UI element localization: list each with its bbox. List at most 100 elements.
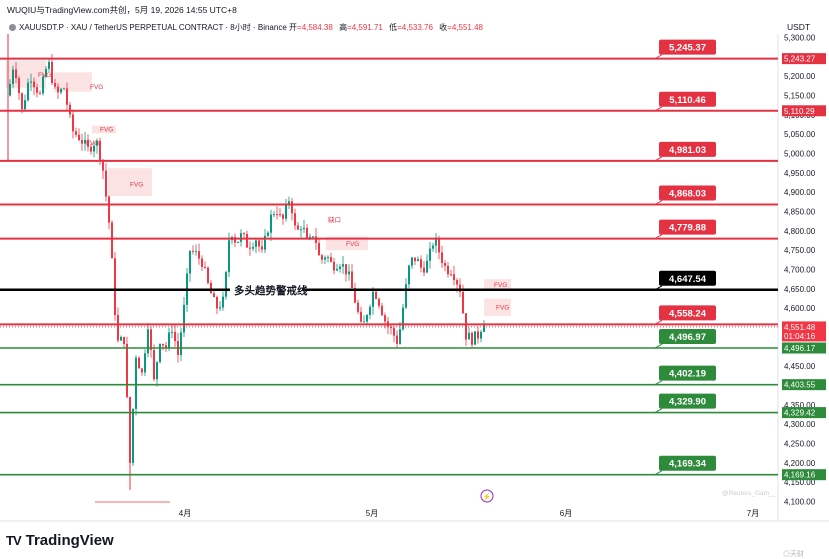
y-tick-label: 4,100.00 bbox=[784, 498, 816, 507]
tradingview-brand: TV TradingView bbox=[6, 528, 114, 552]
y-tick-label: 4,700.00 bbox=[784, 266, 816, 275]
candle-body bbox=[228, 240, 230, 273]
candle-body bbox=[174, 331, 176, 342]
candle-body bbox=[300, 229, 302, 231]
axis-price-tag-text: 4,329.42 bbox=[784, 409, 816, 418]
author-watermark: @Reuters_Gam__ bbox=[722, 490, 777, 497]
candle-body bbox=[312, 236, 314, 238]
candle-body bbox=[366, 314, 368, 322]
level-callout-pointer bbox=[654, 285, 663, 291]
key-line-label-bg bbox=[230, 282, 302, 296]
candle-body bbox=[435, 239, 437, 246]
candle-body bbox=[396, 335, 398, 344]
level-callout-pointer bbox=[654, 343, 663, 349]
level-price-text: 4,402.19 bbox=[669, 369, 706, 380]
key-line-label: 多头趋势警戒线 bbox=[234, 284, 308, 297]
candle-body bbox=[279, 214, 281, 216]
candle-body bbox=[297, 225, 299, 230]
level-callout-pointer bbox=[654, 200, 663, 205]
candle-body bbox=[165, 345, 167, 348]
level-callout-pointer bbox=[654, 408, 663, 414]
candle-body bbox=[429, 248, 431, 261]
level-callout-pointer bbox=[654, 380, 663, 386]
candle-body bbox=[87, 139, 89, 147]
candle-body bbox=[462, 291, 464, 314]
candle-body bbox=[72, 114, 74, 132]
candle-body bbox=[270, 214, 272, 233]
fvg-label: FVG bbox=[130, 181, 143, 188]
candle-body bbox=[99, 140, 101, 160]
candle-body bbox=[258, 240, 260, 247]
candles-group bbox=[9, 54, 485, 466]
candle-body bbox=[306, 227, 308, 239]
y-tick-label: 4,750.00 bbox=[784, 246, 816, 255]
candle-body bbox=[12, 69, 14, 85]
level-price-label bbox=[659, 91, 716, 107]
level-price-text: 4,496.97 bbox=[669, 332, 706, 343]
candle-body bbox=[363, 321, 365, 323]
candle-body bbox=[105, 170, 107, 197]
candle-body bbox=[354, 288, 356, 303]
candle-body bbox=[405, 284, 407, 308]
level-price-text: 4,558.24 bbox=[669, 308, 707, 319]
candle-body bbox=[441, 252, 443, 264]
axis-price-tag bbox=[782, 53, 826, 65]
ohlc-close-key: 收 bbox=[439, 23, 448, 32]
fvg-zone bbox=[92, 125, 116, 134]
candle-body bbox=[408, 265, 410, 285]
candle-body bbox=[474, 331, 476, 345]
candle-body bbox=[453, 274, 455, 281]
candle-body bbox=[294, 213, 296, 226]
status-dot-icon bbox=[9, 24, 16, 31]
y-tick-label: 5,000.00 bbox=[784, 150, 816, 159]
candle-body bbox=[189, 250, 191, 274]
axis-price-tag bbox=[782, 105, 826, 117]
candle-body bbox=[276, 214, 278, 216]
candle-body bbox=[264, 235, 266, 250]
y-tick-label: 4,650.00 bbox=[784, 285, 816, 294]
x-tick-label: 7月 bbox=[747, 509, 759, 518]
level-price-label bbox=[659, 185, 716, 201]
candle-body bbox=[114, 258, 116, 315]
candle-body bbox=[18, 78, 20, 94]
candle-body bbox=[255, 240, 257, 247]
level-price-label bbox=[659, 365, 716, 381]
x-tick-label: 6月 bbox=[560, 509, 572, 518]
axis-price-tag-text: 5,110.29 bbox=[784, 107, 815, 116]
candle-body bbox=[24, 100, 26, 110]
candle-body bbox=[246, 233, 248, 248]
chart-header: WUQIU与TradingView.com共创，5月 19, 2026 14:5… bbox=[0, 0, 829, 34]
candle-body bbox=[483, 324, 485, 332]
axis-price-tag-text: 4,169.16 bbox=[784, 471, 816, 480]
candle-body bbox=[132, 408, 134, 463]
candle-body bbox=[27, 82, 29, 101]
tradingview-logo-icon: TV bbox=[6, 532, 22, 548]
level-price-label bbox=[659, 305, 716, 321]
candle-body bbox=[267, 232, 269, 236]
candle-body bbox=[369, 306, 371, 315]
candle-body bbox=[66, 88, 68, 105]
candle-body bbox=[480, 331, 482, 339]
candle-body bbox=[360, 311, 362, 322]
candle-body bbox=[111, 222, 113, 259]
candle-body bbox=[393, 328, 395, 336]
candle-body bbox=[471, 332, 473, 345]
fvg-label: FVG bbox=[496, 305, 509, 312]
fvg-label: FVG bbox=[100, 126, 113, 133]
level-price-text: 4,329.90 bbox=[669, 397, 706, 408]
axis-price-tag-text: 4,403.55 bbox=[784, 381, 816, 390]
candle-body bbox=[468, 332, 470, 340]
fvg-label: FVG bbox=[346, 241, 359, 248]
candle-body bbox=[252, 246, 254, 249]
ohlc-low-value: =4,533.76 bbox=[397, 23, 433, 32]
candle-body bbox=[357, 302, 359, 312]
candle-body bbox=[285, 204, 287, 219]
candle-body bbox=[81, 140, 83, 144]
level-price-label bbox=[659, 455, 716, 471]
y-tick-label: 4,900.00 bbox=[784, 188, 816, 197]
candle-body bbox=[120, 336, 122, 341]
level-callout-pointer bbox=[654, 319, 663, 325]
fvg-label: FVG bbox=[38, 72, 51, 79]
candle-body bbox=[372, 291, 374, 307]
